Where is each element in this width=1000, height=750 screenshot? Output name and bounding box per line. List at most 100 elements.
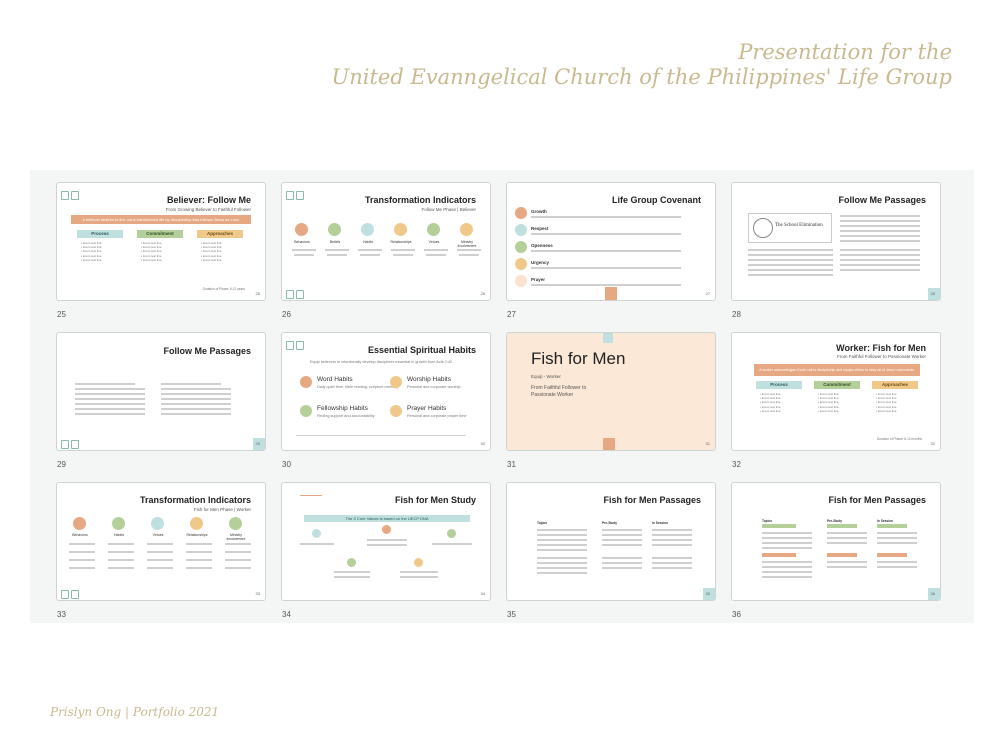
habit-name: Prayer Habits (407, 405, 447, 412)
relationships-icon (394, 223, 407, 236)
core-value-icon (447, 529, 456, 538)
accent-block (603, 333, 613, 343)
page-number: 35 (705, 591, 710, 596)
column-commitment: Commitment • lorem text line • lorem text… (137, 230, 183, 262)
slide-title: Fish for Men Passages (603, 495, 701, 505)
accent-block (605, 287, 617, 300)
covenant-item: Prayer (531, 277, 546, 282)
corner-accent (253, 438, 265, 450)
corner-accent (928, 588, 940, 600)
slide-number: 30 (282, 460, 291, 469)
indicator-label: Habits (363, 240, 373, 244)
slide-title: Follow Me Passages (838, 195, 926, 205)
core-value-icon (347, 558, 356, 567)
column-header: Topics (762, 519, 773, 523)
slide-caption: Duration of Phase: 6-12 years (202, 287, 245, 291)
church-logo-icon (286, 187, 308, 200)
slide-32[interactable]: Worker: Fish for Men From Faithful Follo… (731, 332, 941, 451)
page-number: 28 (930, 291, 935, 296)
column-header: Pre-Study (827, 519, 843, 523)
page-number: 33 (255, 591, 260, 596)
slide-subtitle: Follow Me Phase | Believer (421, 207, 476, 212)
habit-desc: Daily quiet time, bible reading, scriptu… (317, 385, 399, 389)
slide-subtitle: Equip - Worker (531, 374, 561, 379)
core-value-icon (382, 525, 391, 534)
slide-title: Worker: Fish for Men (836, 343, 926, 353)
column-process: Process • lorem text line • lorem text li… (77, 230, 123, 262)
indicator-label: Behaviors (72, 533, 88, 537)
covenant-item: Respect (531, 226, 549, 231)
relationships-icon (190, 517, 203, 530)
page-number: 30 (480, 441, 485, 446)
column-header: In Session (877, 519, 893, 523)
page-number: 36 (930, 591, 935, 596)
core-value-icon (414, 558, 423, 567)
behaviors-icon (73, 517, 86, 530)
habit-desc: Personal and corporate prayer time (407, 414, 467, 418)
indicator-label: Habits (114, 533, 124, 537)
behaviors-icon (295, 223, 308, 236)
church-logo-icon (61, 187, 83, 200)
core-value-icon (312, 529, 321, 538)
slide-36[interactable]: Fish for Men Passages Topics Pre-Study I… (731, 482, 941, 601)
slide-number: 25 (57, 310, 66, 319)
slide-35[interactable]: Fish for Men Passages Topics Pre-Study I… (506, 482, 716, 601)
header-line-2: United Evanngelical Church of the Philip… (331, 65, 952, 89)
prayer-habit-icon (390, 405, 402, 417)
respect-icon (515, 224, 527, 236)
indicator-label: Ministry involvement (457, 240, 477, 248)
slide-intro: Equip believers to intentionally develop… (310, 360, 453, 364)
slide-number: 35 (507, 610, 516, 619)
slide-29[interactable]: Follow Me Passages 29 (56, 332, 266, 451)
prayer-icon (515, 275, 527, 287)
slide-caption: Duration of Phase: 8-12 months (876, 437, 922, 441)
column-approaches: Approaches • lorem text line • lorem text… (197, 230, 243, 262)
column-process: Process • lorem text line • lorem text li… (756, 381, 802, 413)
slide-number: 32 (732, 460, 741, 469)
indicator-label: Relationships (186, 533, 208, 537)
slide-30[interactable]: Essential Spiritual Habits Equip believe… (281, 332, 491, 451)
slide-subtitle: Fish for Men Phase | Worker (193, 507, 251, 512)
virtues-icon (151, 517, 164, 530)
slide-25[interactable]: Believer: Follow Me From Growing Believe… (56, 182, 266, 301)
church-logo-icon (286, 286, 308, 299)
habit-desc: Personal and corporate worship (407, 385, 461, 389)
indicator-label: Virtues (428, 240, 440, 244)
word-habit-icon (300, 376, 312, 388)
corner-accent (703, 588, 715, 600)
church-logo-icon (61, 586, 83, 599)
slide-number: 29 (57, 460, 66, 469)
ministry-icon (229, 517, 242, 530)
slide-title: Believer: Follow Me (166, 195, 251, 205)
column-header: Pre-Study (602, 521, 618, 525)
slide-number: 36 (732, 610, 741, 619)
worship-habit-icon (390, 376, 402, 388)
slide-banner: A worker acknowledges God's call to disc… (754, 364, 920, 376)
slide-subtitle: From Growing Believer to Faithful Follow… (165, 207, 251, 212)
slide-banner: A believer desires to live out a transfo… (71, 215, 251, 224)
slide-27[interactable]: Life Group Covenant Growth Respect Openn… (506, 182, 716, 301)
book-title: The School Elimination (775, 223, 823, 228)
slide-26[interactable]: Transformation Indicators Follow Me Phas… (281, 182, 491, 301)
page-number: 26 (480, 291, 485, 296)
slide-28[interactable]: Follow Me Passages The School Eliminatio… (731, 182, 941, 301)
habits-icon (361, 223, 374, 236)
page-number: 31 (705, 441, 710, 446)
column-header: Topics (537, 521, 548, 525)
indicator-label: Beliefs (329, 240, 341, 244)
column-commitment: Commitment • lorem text line • lorem text… (814, 381, 860, 413)
column-header: In Session (652, 521, 668, 525)
indicator-label: Ministry involvement (226, 533, 246, 541)
slide-title: Transformation Indicators (364, 195, 476, 205)
slide-title: Follow Me Passages (163, 346, 251, 356)
slide-33[interactable]: Transformation Indicators Fish for Men P… (56, 482, 266, 601)
page-number: 25 (255, 291, 260, 296)
portfolio-credit: Prislyn Ong | Portfolio 2021 (50, 705, 220, 719)
habit-desc: Finding support and accountability (317, 414, 375, 418)
page-number: 27 (705, 291, 710, 296)
slide-34[interactable]: Fish for Men Study The 5 Core Values is … (281, 482, 491, 601)
slide-31[interactable]: Fish for Men Equip - Worker From Faithfu… (506, 332, 716, 451)
growth-icon (515, 207, 527, 219)
page-number: 34 (480, 591, 485, 596)
accent-block (603, 438, 615, 450)
